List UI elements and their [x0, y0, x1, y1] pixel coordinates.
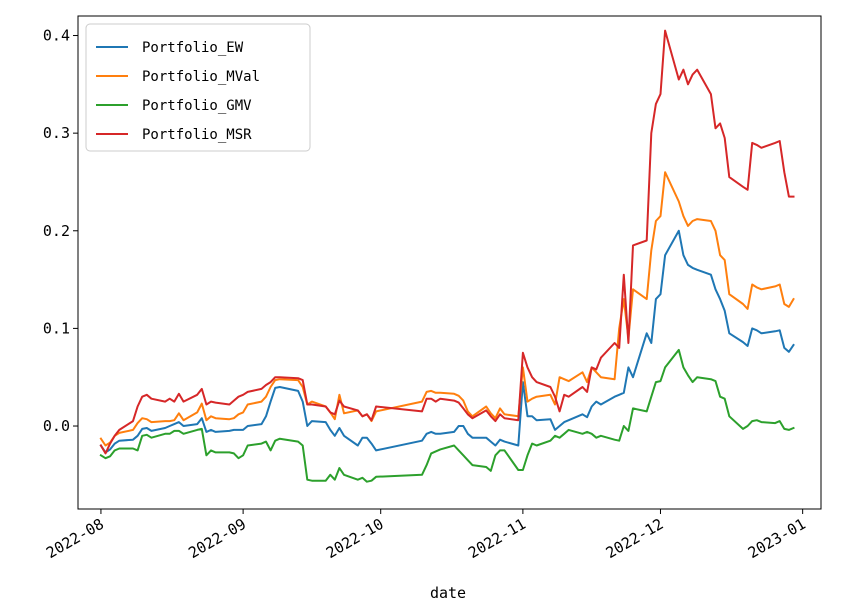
legend-label: Portfolio_EW — [142, 40, 244, 56]
y-tick-label: 0.2 — [43, 222, 70, 240]
series-line-3 — [99, 348, 795, 483]
legend-label: Portfolio_MSR — [142, 127, 252, 143]
series-line-2 — [99, 171, 795, 447]
legend-box — [85, 23, 311, 152]
y-tick-label: 0.3 — [43, 124, 70, 142]
plot-frame — [77, 15, 822, 510]
series-line-4 — [99, 29, 795, 455]
series-layer — [99, 29, 795, 483]
legend: Portfolio_EW Portfolio_MVal Portfolio_GMV P… — [85, 23, 311, 152]
series-line-1 — [99, 229, 795, 454]
y-tick-label: 0.1 — [43, 319, 70, 337]
legend-label: Portfolio_GMV — [142, 98, 252, 114]
y-tick-label: 0.0 — [43, 417, 70, 435]
x-axis-label: date — [430, 584, 466, 602]
y-axis: 0.0 0.1 0.2 0.3 0.4 — [43, 27, 78, 435]
y-tick-label: 0.4 — [43, 27, 70, 45]
legend-label: Portfolio_MVal — [142, 69, 260, 85]
